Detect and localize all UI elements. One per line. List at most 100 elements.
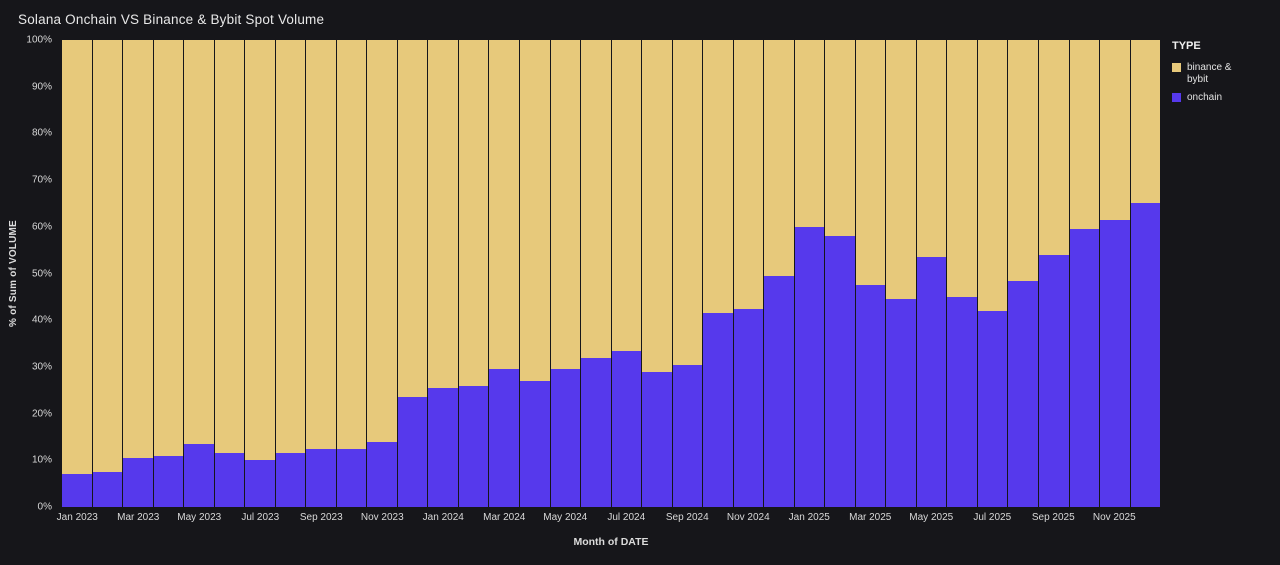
plot-area bbox=[62, 40, 1161, 507]
x-tick-label: May 2024 bbox=[543, 512, 588, 523]
bar-may-2025[interactable] bbox=[916, 40, 947, 507]
bar-aug-2023[interactable] bbox=[275, 40, 306, 507]
legend-title: TYPE bbox=[1172, 40, 1201, 52]
bar-dec-2024[interactable] bbox=[764, 40, 794, 507]
bar-segment-onchain[interactable] bbox=[1069, 229, 1100, 507]
bar-segment-onchain[interactable] bbox=[581, 357, 611, 507]
bar-mar-2024[interactable] bbox=[489, 40, 519, 507]
x-tick-label: Nov 2023 bbox=[360, 512, 404, 523]
legend-label-onchain: onchain bbox=[1187, 92, 1223, 103]
bar-jan-2024[interactable] bbox=[428, 40, 458, 507]
bar-segment-onchain[interactable] bbox=[550, 369, 581, 507]
bar-segment-onchain[interactable] bbox=[611, 350, 642, 507]
bar-segment-onchain[interactable] bbox=[458, 385, 489, 507]
legend-swatch-onchain bbox=[1172, 93, 1181, 102]
bar-oct-2025[interactable] bbox=[1069, 40, 1100, 507]
bar-segment-onchain[interactable] bbox=[947, 296, 977, 507]
x-tick-label: Jan 2024 bbox=[422, 512, 464, 523]
bar-aug-2025[interactable] bbox=[1008, 40, 1038, 507]
bar-jul-2024[interactable] bbox=[611, 40, 642, 507]
bar-sep-2023[interactable] bbox=[306, 40, 336, 507]
bar-mar-2025[interactable] bbox=[855, 40, 886, 507]
legend-item-binance-bybit[interactable]: binance & bybit bbox=[1172, 62, 1272, 85]
bar-feb-2024[interactable] bbox=[458, 40, 489, 507]
y-tick-label: 70% bbox=[31, 174, 52, 186]
bar-segment-onchain[interactable] bbox=[977, 310, 1008, 507]
bar-segment-onchain[interactable] bbox=[672, 364, 703, 507]
x-axis-tick-labels: Jan 2023 Mar 2023 May 2023 Jul 2023 Sep 2023… bbox=[57, 512, 1160, 526]
bar-aug-2024[interactable] bbox=[642, 40, 672, 507]
bar-jun-2025[interactable] bbox=[947, 40, 977, 507]
bar-segment-onchain[interactable] bbox=[642, 371, 672, 507]
chart-title: Solana Onchain VS Binance & Bybit Spot V… bbox=[18, 12, 325, 27]
bar-segment-onchain[interactable] bbox=[92, 471, 123, 507]
legend-swatch-binance-bybit bbox=[1172, 63, 1181, 72]
bar-segment-onchain[interactable] bbox=[489, 369, 519, 507]
bar-may-2024[interactable] bbox=[550, 40, 581, 507]
bar-segment-onchain[interactable] bbox=[275, 453, 306, 507]
bar-apr-2025[interactable] bbox=[886, 40, 916, 507]
bar-sep-2025[interactable] bbox=[1039, 40, 1069, 507]
bar-jul-2023[interactable] bbox=[245, 40, 275, 507]
bar-feb-2025[interactable] bbox=[825, 40, 855, 507]
bar-feb-2023[interactable] bbox=[92, 40, 123, 507]
bar-oct-2023[interactable] bbox=[336, 40, 367, 507]
y-tick-label: 50% bbox=[31, 268, 52, 279]
bar-nov-2024[interactable] bbox=[733, 40, 764, 507]
bar-segment-onchain[interactable] bbox=[703, 313, 733, 507]
bar-segment-onchain[interactable] bbox=[123, 457, 153, 507]
bar-segment-onchain[interactable] bbox=[1039, 254, 1069, 507]
bar-segment-onchain[interactable] bbox=[245, 460, 275, 507]
bar-segment-onchain[interactable] bbox=[855, 285, 886, 507]
legend: TYPE binance & bybit onchain bbox=[1172, 40, 1272, 111]
bar-segment-onchain[interactable] bbox=[214, 453, 245, 507]
bar-jan-2025[interactable] bbox=[794, 40, 825, 507]
bar-segment-onchain[interactable] bbox=[397, 397, 428, 507]
bar-segment-onchain[interactable] bbox=[886, 299, 916, 507]
bar-segment-onchain[interactable] bbox=[794, 226, 825, 507]
bar-segment-onchain[interactable] bbox=[367, 441, 397, 507]
bar-segment-onchain[interactable] bbox=[825, 236, 855, 507]
bar-segment-onchain[interactable] bbox=[336, 448, 367, 507]
legend-label-binance-bybit: binance & bybit bbox=[1187, 62, 1232, 85]
bar-segment-onchain[interactable] bbox=[306, 448, 336, 507]
bar-segment-onchain[interactable] bbox=[428, 387, 458, 507]
y-tick-label: 60% bbox=[31, 221, 52, 233]
bar-segment-onchain[interactable] bbox=[519, 380, 550, 507]
x-tick-label: Jan 2023 bbox=[56, 512, 98, 523]
x-tick-label: Jul 2023 bbox=[241, 512, 280, 523]
bar-segment-onchain[interactable] bbox=[733, 308, 764, 507]
x-tick-label: Sep 2023 bbox=[299, 512, 343, 523]
bar-sep-2024[interactable] bbox=[672, 40, 703, 507]
y-tick-label: 90% bbox=[31, 81, 52, 93]
bar-segment-onchain[interactable] bbox=[153, 455, 184, 507]
bar-oct-2024[interactable] bbox=[703, 40, 733, 507]
bar-segment-onchain[interactable] bbox=[1100, 219, 1130, 507]
legend-item-onchain[interactable]: onchain bbox=[1172, 92, 1272, 104]
x-tick-label: Mar 2023 bbox=[117, 512, 160, 523]
bar-jun-2023[interactable] bbox=[214, 40, 245, 507]
y-tick-label: 80% bbox=[31, 127, 52, 139]
y-tick-label: 30% bbox=[31, 361, 52, 373]
y-tick-label: 0% bbox=[37, 501, 52, 513]
bar-segment-onchain[interactable] bbox=[764, 275, 794, 507]
bar-segment-onchain[interactable] bbox=[184, 443, 214, 507]
bar-may-2023[interactable] bbox=[184, 40, 214, 507]
bar-segment-onchain[interactable] bbox=[62, 474, 92, 507]
bar-segment-onchain[interactable] bbox=[1130, 203, 1161, 507]
bar-apr-2024[interactable] bbox=[519, 40, 550, 507]
bar-nov-2023[interactable] bbox=[367, 40, 397, 507]
x-tick-label: Nov 2024 bbox=[726, 512, 770, 523]
y-axis-tick-labels: 0% 10% 20% 30% 40% 50% 60% 70% 80% 90% 100% bbox=[0, 35, 56, 513]
bar-dec-2023[interactable] bbox=[397, 40, 428, 507]
bar-jan-2023[interactable] bbox=[62, 40, 92, 507]
bar-segment-onchain[interactable] bbox=[1008, 280, 1038, 507]
bar-segment-onchain[interactable] bbox=[916, 257, 947, 507]
bar-dec-2025[interactable] bbox=[1130, 40, 1161, 507]
bar-jul-2025[interactable] bbox=[977, 40, 1008, 507]
bar-mar-2023[interactable] bbox=[123, 40, 153, 507]
bar-apr-2023[interactable] bbox=[153, 40, 184, 507]
bar-jun-2024[interactable] bbox=[581, 40, 611, 507]
bar-nov-2025[interactable] bbox=[1100, 40, 1130, 507]
x-tick-label: May 2023 bbox=[177, 512, 222, 523]
